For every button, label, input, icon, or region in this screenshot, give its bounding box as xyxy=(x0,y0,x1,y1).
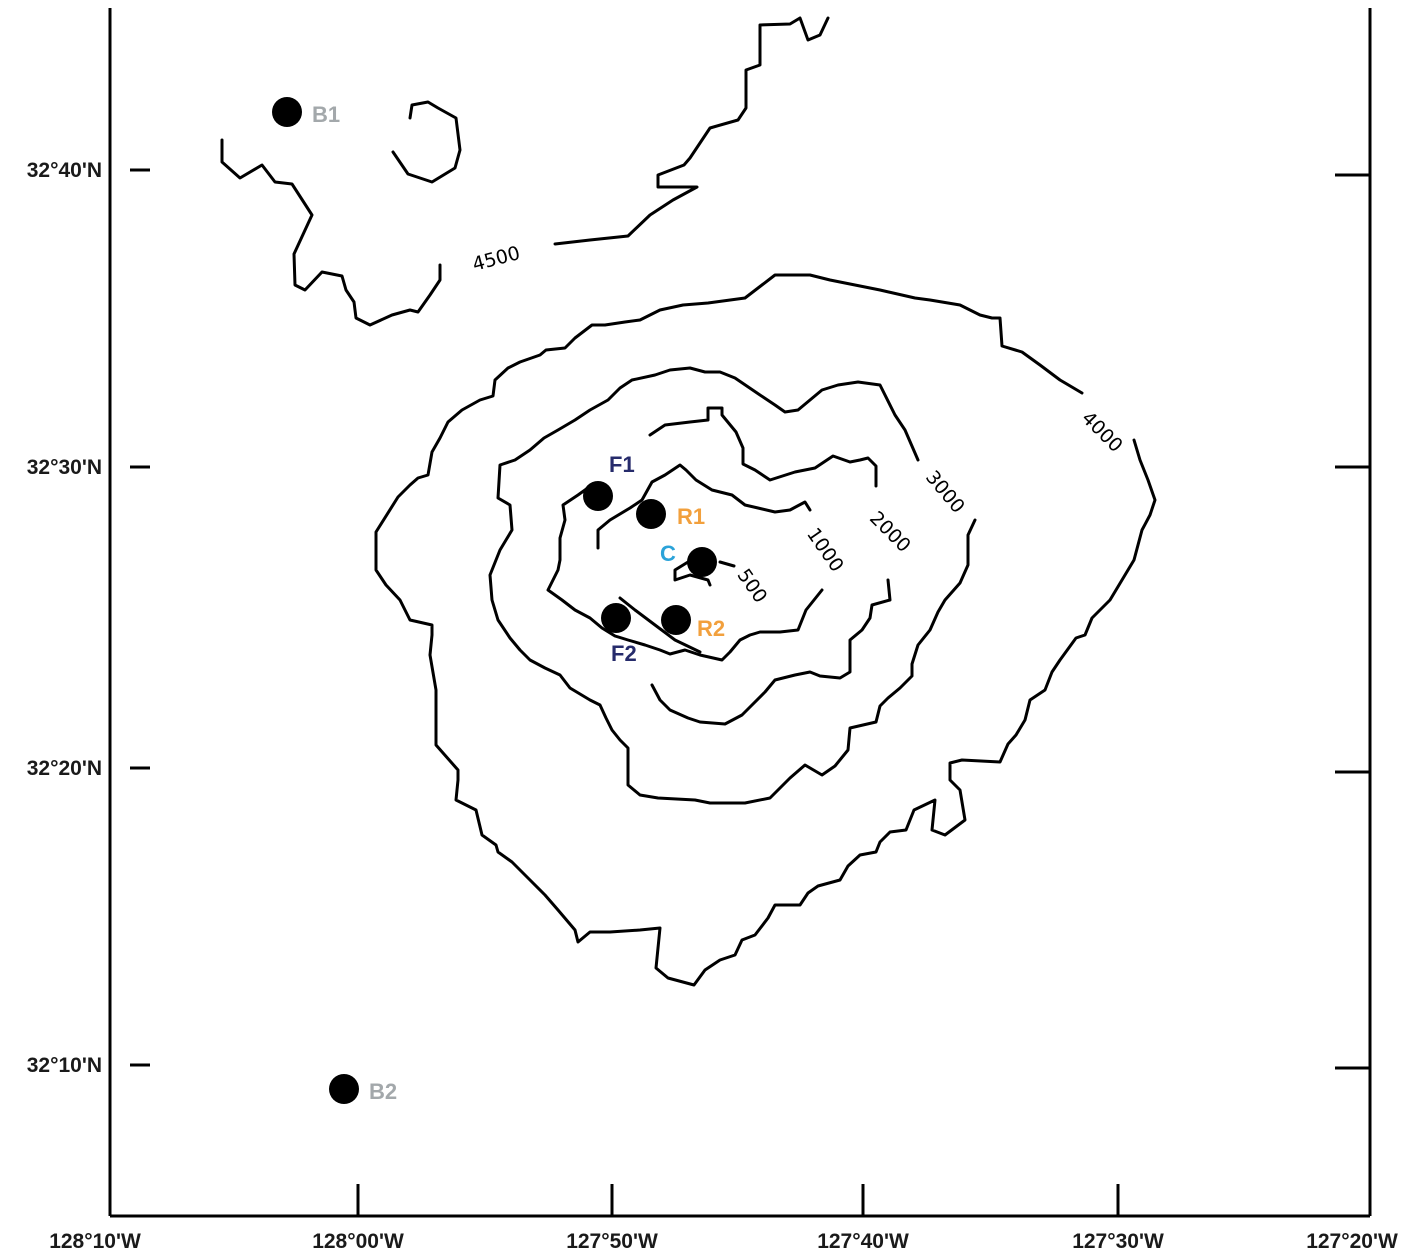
site-marker-c xyxy=(687,547,717,577)
x-tick-label: 128°10'W xyxy=(49,1230,141,1253)
contour-500-south xyxy=(618,596,702,654)
site-marker-b2 xyxy=(329,1074,359,1104)
x-tick-label: 127°50'W xyxy=(566,1230,658,1253)
site-label-r2: R2 xyxy=(697,616,725,641)
contour-4500-loop xyxy=(391,100,462,184)
contour-label-2000: 2000 xyxy=(865,507,915,557)
contour-label-4500: 4500 xyxy=(470,242,522,276)
x-tick-label: 127°20'W xyxy=(1306,1230,1398,1253)
site-label-f2: F2 xyxy=(611,641,637,666)
contour-500-ext xyxy=(718,560,736,568)
map-frame xyxy=(108,8,1372,1218)
contour-label-4000: 4000 xyxy=(1077,407,1127,457)
y-axis-labels: 32°40'N 32°30'N 32°20'N 32°10'N xyxy=(27,159,102,1077)
contour-label-3000: 3000 xyxy=(921,466,969,517)
x-axis-labels: 128°10'W 128°00'W 127°50'W 127°40'W 127°… xyxy=(49,1230,1398,1253)
sampling-sites: B1 B2 F1 F2 R1 R2 C xyxy=(272,97,725,1104)
site-label-f1: F1 xyxy=(609,452,635,477)
x-tick-label: 127°30'W xyxy=(1072,1230,1164,1253)
y-tick-label: 32°20'N xyxy=(27,757,102,780)
contour-4000 xyxy=(374,273,1157,987)
y-tick-label: 32°40'N xyxy=(27,159,102,182)
contour-2000-south xyxy=(650,578,892,726)
contour-4500-west xyxy=(220,138,442,327)
y-tick-label: 32°30'N xyxy=(27,456,102,479)
y-axis-ticks xyxy=(130,168,1370,1070)
contour-label-1000: 1000 xyxy=(802,524,848,576)
contour-1000-west xyxy=(546,483,824,662)
site-marker-r1 xyxy=(636,499,666,529)
x-axis-ticks xyxy=(356,1184,1120,1216)
contour-2000 xyxy=(648,406,878,488)
site-label-r1: R1 xyxy=(677,504,705,529)
site-label-b1: B1 xyxy=(312,102,340,127)
site-label-b2: B2 xyxy=(369,1079,397,1104)
x-tick-label: 128°00'W xyxy=(312,1230,404,1253)
site-marker-f1 xyxy=(583,481,613,511)
y-tick-label: 32°10'N xyxy=(27,1054,102,1077)
x-tick-label: 127°40'W xyxy=(817,1230,909,1253)
contour-label-500: 500 xyxy=(733,565,772,607)
site-label-c: C xyxy=(660,541,676,566)
contour-4500-north xyxy=(553,16,830,246)
site-marker-r2 xyxy=(661,605,691,635)
contour-1000 xyxy=(596,463,812,550)
contour-3000 xyxy=(488,366,977,805)
site-marker-b1 xyxy=(272,97,302,127)
site-marker-f2 xyxy=(601,603,631,633)
contour-lines xyxy=(220,16,1157,987)
